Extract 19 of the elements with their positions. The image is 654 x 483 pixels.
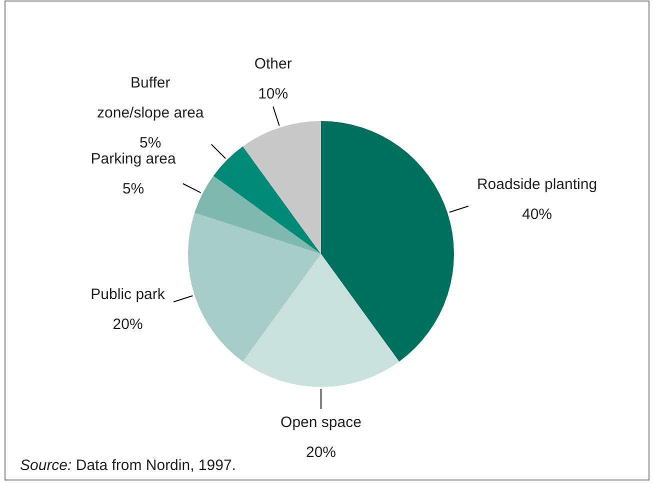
pie-slice — [188, 212, 321, 362]
data-label: 20% — [306, 444, 336, 461]
pie-slice — [213, 146, 321, 254]
slice-label: Parking area — [90, 150, 176, 168]
data-label: 40% — [522, 206, 552, 224]
source-note: Source: Data from Nordin, 1997. — [20, 457, 236, 474]
slice-label: Roadside planting — [476, 176, 598, 194]
slice-label: Buffer zone/slope area — [97, 74, 204, 122]
data-label: 5% — [140, 134, 162, 152]
pie-slice — [242, 121, 321, 254]
data-label: 20% — [112, 316, 143, 333]
slice-label: Other — [254, 56, 292, 73]
data-label: 5% — [122, 180, 144, 198]
pie-slice — [242, 254, 400, 387]
pie-slice — [194, 176, 321, 254]
pie-slice — [321, 121, 454, 362]
slice-label: Open space — [280, 414, 362, 431]
slice-label: Public park — [90, 286, 166, 303]
data-label: 10% — [258, 86, 288, 103]
